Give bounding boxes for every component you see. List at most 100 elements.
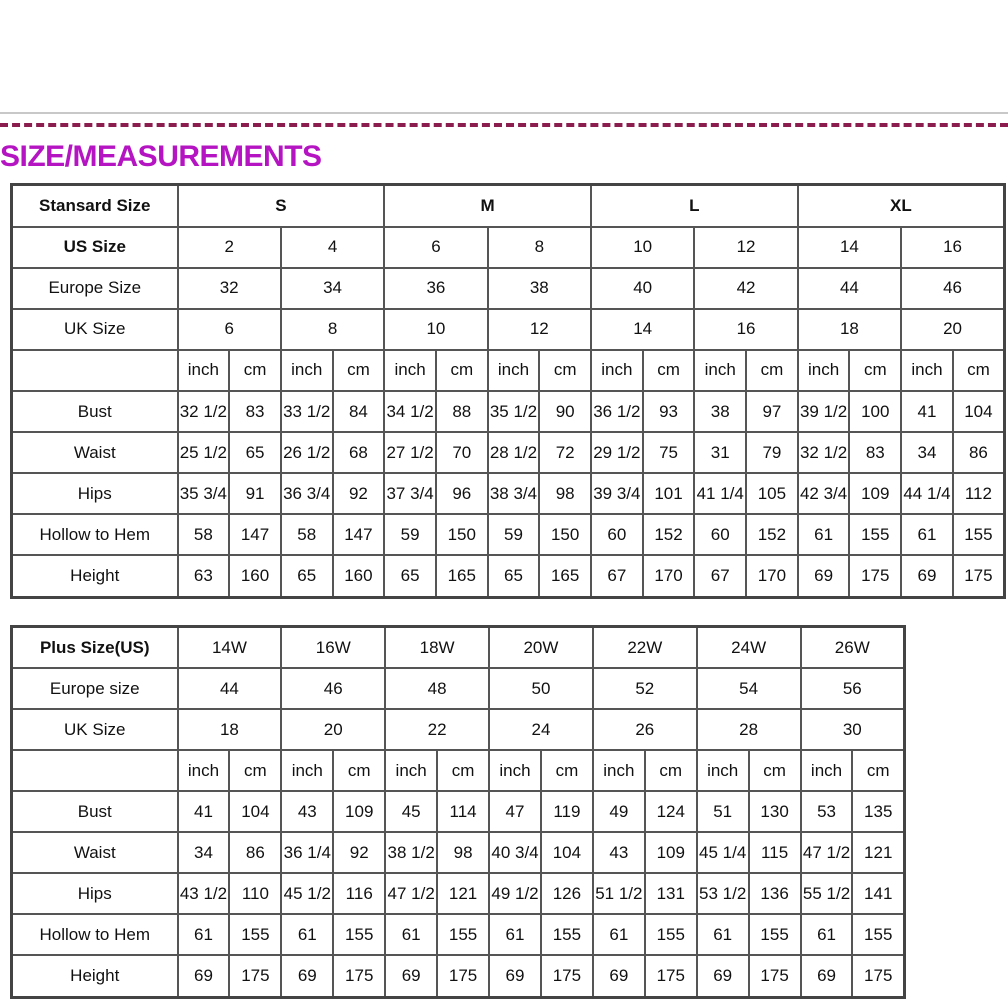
table-row: UK Size 18 20 22 24 26 28 30 [10, 708, 906, 752]
measurement-value: 61 [799, 913, 854, 957]
europe-size-cell: 50 [488, 667, 594, 711]
unit-cm-header: cm [332, 749, 387, 793]
us-size-cell: 22W [591, 625, 698, 670]
uk-size-cell: 20 [280, 708, 387, 752]
measurement-value: 92 [331, 472, 386, 516]
uk-size-cell: 18 [796, 307, 903, 351]
measurement-value: 93 [641, 389, 696, 434]
measurement-label: Hollow to Hem [10, 913, 179, 957]
top-divider [0, 112, 1008, 114]
measurement-value: 91 [228, 472, 282, 516]
us-size-cell: 24W [695, 625, 802, 670]
unit-inch-header: inch [799, 749, 854, 793]
measurement-label: Hips [10, 872, 179, 916]
measurement-value: 40 3/4 [488, 831, 542, 875]
measurement-value: 36 1/4 [280, 831, 335, 875]
uk-size-cell: 24 [488, 708, 594, 752]
measurement-value: 53 1/2 [695, 872, 750, 916]
us-size-cell: 12 [693, 225, 799, 269]
measurement-value: 45 1/4 [695, 831, 750, 875]
measurement-label: Height [10, 954, 179, 999]
measurement-value: 69 [900, 554, 954, 599]
unit-cm-header: cm [331, 348, 386, 392]
unit-inch-header: inch [590, 348, 644, 392]
measurement-value: 170 [641, 554, 696, 599]
measurement-value: 109 [332, 790, 387, 834]
measurement-value: 130 [747, 790, 802, 834]
us-size-cell: 20W [488, 625, 594, 670]
unit-cm-header: cm [228, 749, 283, 793]
measurement-value: 175 [851, 954, 906, 999]
measurement-value: 97 [745, 389, 799, 434]
europe-size-cell: 36 [383, 266, 489, 310]
table-row: Europe Size 32 34 36 38 40 42 44 46 [10, 266, 1006, 310]
header-label: Plus Size(US) [10, 625, 179, 670]
page-title: SIZE/MEASUREMENTS [0, 140, 322, 173]
measurement-value: 47 1/2 [384, 872, 439, 916]
unit-inch-header: inch [900, 348, 954, 392]
measurement-value: 175 [539, 954, 594, 999]
measurement-label: Bust [10, 790, 179, 834]
uk-size-cell: 16 [693, 307, 799, 351]
unit-cm-header: cm [228, 348, 282, 392]
measurement-value: 60 [590, 513, 644, 557]
measurement-value: 59 [486, 513, 541, 557]
unit-inch-header: inch [693, 348, 748, 392]
europe-size-label: Europe Size [10, 266, 179, 310]
us-size-cell: 26W [799, 625, 906, 670]
measurement-value: 36 3/4 [279, 472, 334, 516]
measurement-value: 25 1/2 [176, 431, 231, 475]
unit-cm-header: cm [641, 348, 696, 392]
us-size-cell: 18W [384, 625, 491, 670]
measurement-label: Height [10, 554, 179, 599]
europe-size-cell: 46 [900, 266, 1006, 310]
uk-size-cell: 20 [900, 307, 1006, 351]
measurement-value: 155 [643, 913, 698, 957]
measurement-value: 155 [332, 913, 387, 957]
measurement-value: 42 3/4 [796, 472, 851, 516]
measurement-value: 104 [951, 389, 1006, 434]
measurement-label: Waist [10, 431, 179, 475]
measurement-value: 147 [331, 513, 386, 557]
unit-inch-header: inch [695, 749, 750, 793]
europe-size-cell: 56 [799, 667, 906, 711]
measurement-value: 69 [488, 954, 542, 999]
dashed-divider [0, 123, 1008, 127]
europe-size-cell: 38 [486, 266, 593, 310]
measurement-value: 61 [488, 913, 542, 957]
size-group-s: S [176, 183, 386, 228]
measurement-value: 165 [434, 554, 489, 599]
europe-size-cell: 52 [591, 667, 698, 711]
measurement-value: 69 [799, 954, 854, 999]
table-row: Height 63 160 65 160 65 165 65 165 67 170 67 170 69 17… [10, 554, 1006, 599]
uk-size-cell: 14 [589, 307, 696, 351]
us-size-cell: 2 [176, 225, 282, 269]
measurement-label: Bust [10, 389, 179, 434]
measurement-value: 141 [851, 872, 906, 916]
measurement-value: 135 [851, 790, 906, 834]
uk-size-cell: 22 [384, 708, 491, 752]
uk-size-cell: 12 [486, 307, 593, 351]
measurement-value: 101 [641, 472, 696, 516]
measurement-value: 69 [796, 554, 851, 599]
measurement-value: 110 [228, 872, 283, 916]
measurement-value: 126 [539, 872, 594, 916]
header-label: Stansard Size [10, 183, 179, 228]
size-group-xl: XL [796, 183, 1006, 228]
measurement-value: 152 [641, 513, 696, 557]
measurement-value: 28 1/2 [486, 431, 541, 475]
plus-size-table: Plus Size(US) 14W 16W 18W 20W 22W 24W 26W Europe… [10, 625, 906, 999]
unit-cm-header: cm [951, 348, 1006, 392]
measurement-value: 79 [745, 431, 799, 475]
measurement-value: 88 [434, 389, 489, 434]
table-row: Bust 32 1/2 83 33 1/2 84 34 1/2 88 35 1/2 90 36 1… [10, 389, 1006, 434]
measurement-value: 60 [693, 513, 748, 557]
measurement-value: 175 [332, 954, 387, 999]
measurement-value: 175 [951, 554, 1006, 599]
unit-cm-header: cm [851, 749, 906, 793]
unit-inch-header: inch [279, 348, 334, 392]
us-size-cell: 4 [279, 225, 386, 269]
unit-cm-header: cm [434, 348, 489, 392]
uk-size-cell: 10 [383, 307, 489, 351]
measurement-value: 175 [228, 954, 283, 999]
